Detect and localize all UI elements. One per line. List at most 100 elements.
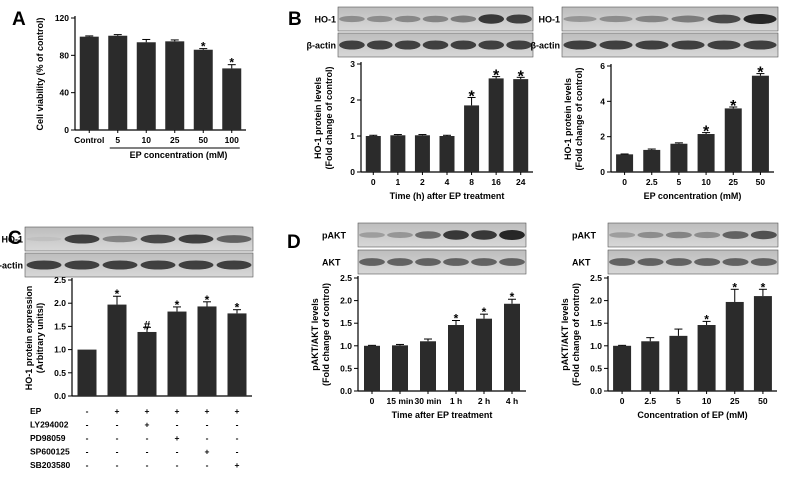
bar: [751, 75, 769, 172]
y-tick-label: 40: [60, 88, 70, 98]
y-tick-label: 2.0: [340, 296, 352, 306]
treatment-name: LY294002: [30, 420, 69, 430]
blot-label: HO-1: [1, 235, 23, 245]
blot-band: [443, 230, 469, 240]
blot-band: [359, 232, 385, 238]
panel-letter: C: [8, 228, 22, 249]
bar: [613, 345, 632, 391]
significance-mark: *: [205, 293, 210, 307]
blot-strip: [24, 226, 254, 252]
blot-band: [339, 40, 365, 50]
y-tick-label: 0.0: [54, 391, 66, 401]
y-axis-label: HO-1 protein expression(Arbitrary unitsl…: [24, 286, 45, 391]
bar: [222, 68, 242, 130]
treatment-sign: -: [146, 460, 149, 470]
y-tick-label: 2: [350, 95, 355, 105]
y-tick-label: 1.0: [340, 341, 352, 351]
blot-band: [694, 231, 721, 239]
bar: [77, 349, 97, 396]
x-tick-label: 10: [702, 396, 712, 406]
significance-mark: #: [144, 318, 151, 332]
blot-band: [216, 260, 252, 270]
blot-band: [394, 40, 421, 50]
bar: [392, 345, 408, 391]
y-tick-label: 2.0: [590, 296, 602, 306]
blot-band: [387, 258, 413, 266]
x-tick-label: 16: [491, 177, 501, 187]
x-tick-label: 50: [199, 135, 209, 145]
blot-band: [450, 15, 477, 23]
x-tick-label: 25: [730, 396, 740, 406]
x-tick-label: 25: [170, 135, 180, 145]
blot-band: [637, 231, 664, 239]
blot-strip: [561, 32, 779, 58]
treatment-sign: +: [205, 406, 210, 416]
x-tick-label: 4 h: [506, 396, 518, 406]
y-tick-label: 0: [64, 125, 69, 135]
blot-band: [359, 258, 385, 266]
blot-band: [637, 258, 664, 266]
y-tick-label: 0.5: [590, 363, 602, 373]
x-tick-label: 50: [758, 396, 768, 406]
bar: [476, 318, 492, 391]
chart-panel-3: CHO-1 β-actin 0.0 0.5 1.0 1.5 2.0 2.5 HO-1 prote…: [0, 226, 254, 470]
bar: [136, 42, 156, 131]
significance-mark: *: [454, 311, 459, 325]
bar: [488, 78, 504, 172]
significance-mark: *: [201, 40, 206, 54]
x-tick-label: 24: [516, 177, 526, 187]
blot-band: [26, 236, 62, 242]
blot-band: [415, 258, 441, 266]
blot-band: [178, 260, 214, 270]
y-tick-label: 2: [600, 132, 605, 142]
x-tick-label: 1 h: [450, 396, 462, 406]
significance-mark: *: [235, 301, 240, 315]
x-tick-label: 2.5: [646, 177, 658, 187]
bar: [697, 134, 715, 172]
bar: [464, 105, 480, 172]
bar: [165, 41, 185, 131]
treatment-sign: +: [175, 433, 180, 443]
significance-mark: *: [493, 68, 500, 85]
blot-band: [743, 40, 777, 50]
blot-band: [506, 14, 532, 24]
x-axis-label: Concentration of EP (mM): [637, 410, 747, 420]
chart-panel-0: A 0 40 80 120 Cell viability (% of control) Co…: [12, 9, 246, 160]
x-tick-label: Control: [74, 135, 104, 145]
blot-band: [750, 230, 777, 240]
blot-band: [599, 40, 633, 50]
blot-band: [26, 260, 62, 270]
bar: [439, 136, 455, 172]
blot-band: [102, 235, 138, 243]
treatment-sign: -: [236, 433, 239, 443]
bar: [669, 335, 688, 391]
bar: [670, 143, 688, 172]
chart-panel-5: pAKT AKT 0.0 0.5 1.0 1.5 2.0 2.5 pAKT/AKT levels…: [560, 222, 779, 420]
treatment-sign: +: [145, 406, 150, 416]
treatment-sign: -: [236, 420, 239, 430]
blot-band: [422, 15, 449, 23]
blot-band: [599, 15, 633, 23]
blot-band: [366, 40, 393, 50]
significance-mark: *: [482, 305, 487, 319]
blot-band: [563, 16, 597, 22]
blot-band: [499, 229, 525, 241]
blot-band: [394, 15, 421, 23]
bar: [107, 304, 127, 396]
treatment-sign: -: [116, 420, 119, 430]
y-tick-label: 2.5: [54, 275, 66, 285]
treatment-sign: +: [235, 460, 240, 470]
y-tick-label: 2.5: [340, 273, 352, 283]
blot-band: [471, 230, 497, 240]
blot-band: [563, 40, 597, 50]
blot-band: [415, 231, 441, 239]
significance-mark: *: [732, 280, 737, 294]
x-axis-label: Time (h) after EP treatment: [390, 191, 505, 201]
x-tick-label: 50: [756, 177, 766, 187]
treatment-sign: -: [206, 420, 209, 430]
blot-strip: [357, 222, 527, 248]
bar: [414, 135, 430, 172]
treatment-sign: -: [176, 460, 179, 470]
treatment-sign: -: [86, 420, 89, 430]
blot-band: [671, 15, 705, 23]
